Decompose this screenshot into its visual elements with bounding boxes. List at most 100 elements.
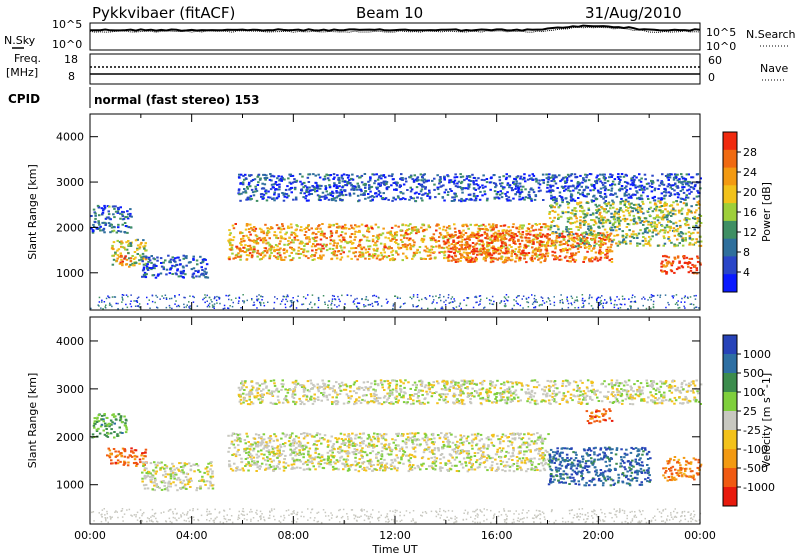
vel-cell <box>169 477 173 480</box>
power-cell <box>247 236 250 239</box>
power-cell <box>481 186 485 189</box>
power-cell <box>570 199 573 202</box>
vel-cell <box>144 477 147 480</box>
power-cell <box>473 224 477 227</box>
power-cell <box>586 212 589 215</box>
power-cell <box>609 233 612 236</box>
power-cell <box>500 247 504 249</box>
power-cell <box>655 205 658 208</box>
power-near-range-cell <box>273 307 275 310</box>
power-cell <box>566 228 569 231</box>
power-cell <box>553 251 557 254</box>
power-near-range-cell <box>139 306 141 309</box>
power-cell <box>668 204 672 207</box>
power-cell <box>578 183 581 186</box>
power-cell <box>500 245 503 247</box>
power-cell <box>584 179 588 182</box>
power-cell <box>570 234 573 237</box>
power-cell <box>606 246 610 249</box>
power-cell <box>690 190 693 193</box>
power-cell <box>349 236 352 239</box>
power-cell <box>689 186 693 189</box>
vel-cell <box>153 470 156 473</box>
power-cell <box>427 225 431 228</box>
power-cell <box>130 215 133 218</box>
vel-cell <box>106 454 109 457</box>
power-cell <box>144 262 148 265</box>
power-cell <box>408 243 412 246</box>
power-cell <box>402 252 405 255</box>
power-cell <box>623 204 626 207</box>
power-cell <box>513 240 517 243</box>
power-cell <box>583 246 587 249</box>
power-cell <box>563 235 567 238</box>
power-cell <box>569 228 573 230</box>
power-cell <box>424 180 428 183</box>
power-cell <box>619 219 622 222</box>
power-cell <box>313 187 316 190</box>
power-cell <box>450 190 453 192</box>
power-cell <box>676 185 679 188</box>
power-cell <box>307 228 311 231</box>
power-cell <box>554 239 558 242</box>
power-cell <box>375 249 378 252</box>
power-cell <box>532 241 535 244</box>
power-cell <box>643 173 647 176</box>
vel-cell <box>109 419 113 422</box>
power-near-range-cell <box>235 297 237 299</box>
power-cell <box>601 221 605 224</box>
power-cell <box>518 248 521 251</box>
cpid-label: CPID <box>8 92 40 106</box>
power-cell <box>583 256 586 259</box>
power-cell <box>687 180 690 183</box>
power-cell <box>262 230 265 233</box>
power-ytick-label: 4000 <box>56 131 84 144</box>
power-cell <box>638 219 642 222</box>
power-cell <box>615 195 619 198</box>
power-cell <box>335 245 339 247</box>
power-cell <box>519 245 522 248</box>
power-near-range-cell <box>538 304 541 307</box>
power-cell <box>542 179 545 182</box>
power-near-range-cell <box>127 295 129 298</box>
power-cell <box>630 177 633 180</box>
power-cell <box>340 231 344 234</box>
power-cell <box>489 188 492 191</box>
power-cell <box>361 253 365 256</box>
power-cell <box>310 255 313 258</box>
power-cell <box>447 254 451 257</box>
power-cell <box>596 259 600 262</box>
power-cell <box>663 226 667 229</box>
power-cell <box>371 240 375 243</box>
power-cell <box>587 179 591 182</box>
power-cell <box>333 182 336 185</box>
power-cell <box>286 185 289 188</box>
power-colorbar-segment <box>723 274 737 293</box>
power-cell <box>316 187 319 190</box>
power-cell <box>583 222 586 225</box>
power-cell <box>228 234 232 236</box>
power-cell <box>491 223 495 226</box>
power-cell <box>554 247 557 250</box>
power-cell <box>574 213 577 215</box>
power-near-range-cell <box>183 303 185 306</box>
power-cell <box>248 252 252 255</box>
power-cell <box>360 181 364 184</box>
power-cell <box>622 214 626 217</box>
power-cell <box>424 192 427 195</box>
power-cell <box>460 244 463 247</box>
power-cell <box>479 239 482 242</box>
power-near-range-cell <box>138 303 141 305</box>
power-near-range-cell <box>438 297 440 299</box>
power-cell <box>473 233 477 236</box>
power-cell <box>673 243 676 246</box>
power-cell <box>510 252 514 255</box>
power-cell <box>595 209 598 212</box>
power-cell <box>487 253 490 256</box>
power-cell <box>315 249 318 251</box>
power-cell <box>501 192 504 195</box>
power-cell <box>637 232 641 235</box>
power-cell <box>612 215 616 218</box>
power-cell <box>630 179 633 182</box>
power-cell <box>370 255 373 258</box>
